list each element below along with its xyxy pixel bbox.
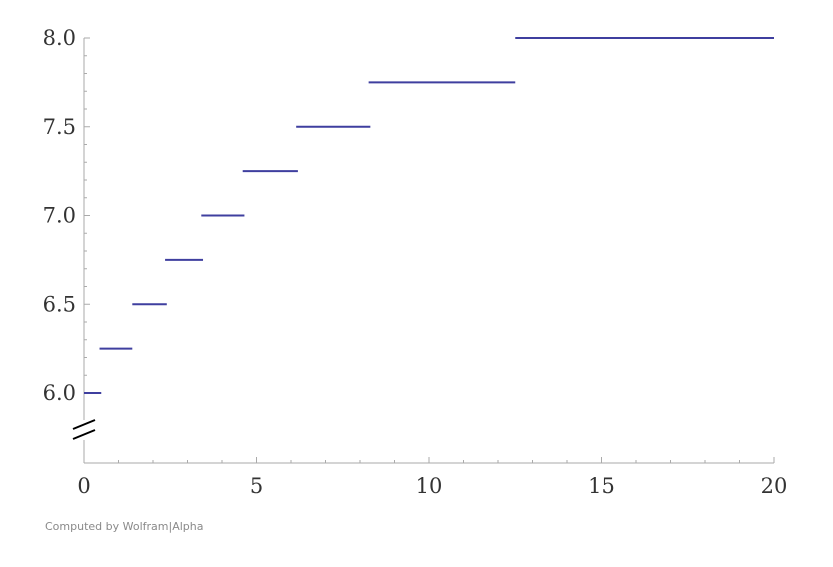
y-tick-label: 7.5: [43, 115, 76, 139]
x-tick-label: 15: [588, 474, 615, 498]
axes: [83, 38, 774, 464]
tick-labels: 0 5 10 15 20 6.0 6.5 7.0 7.5 8.0: [43, 26, 788, 498]
ticks: [83, 37, 775, 463]
y-tick-label: 8.0: [43, 26, 76, 50]
x-tick-label: 20: [761, 474, 788, 498]
y-axis-break-mark: [72, 419, 96, 440]
x-tick-label: 10: [416, 474, 443, 498]
axis-break-gap: [81, 420, 87, 440]
x-tick-label: 0: [77, 474, 90, 498]
axis-break-slash: [72, 429, 96, 440]
y-tick-label: 7.0: [43, 204, 76, 228]
credit-text: Computed by Wolfram|Alpha: [45, 520, 204, 533]
x-tick-label: 5: [250, 474, 263, 498]
axis-break-slash: [72, 419, 96, 430]
y-tick-label: 6.5: [43, 292, 76, 316]
y-tick-label: 6.0: [43, 381, 76, 405]
series-step-lines: [84, 37, 774, 394]
